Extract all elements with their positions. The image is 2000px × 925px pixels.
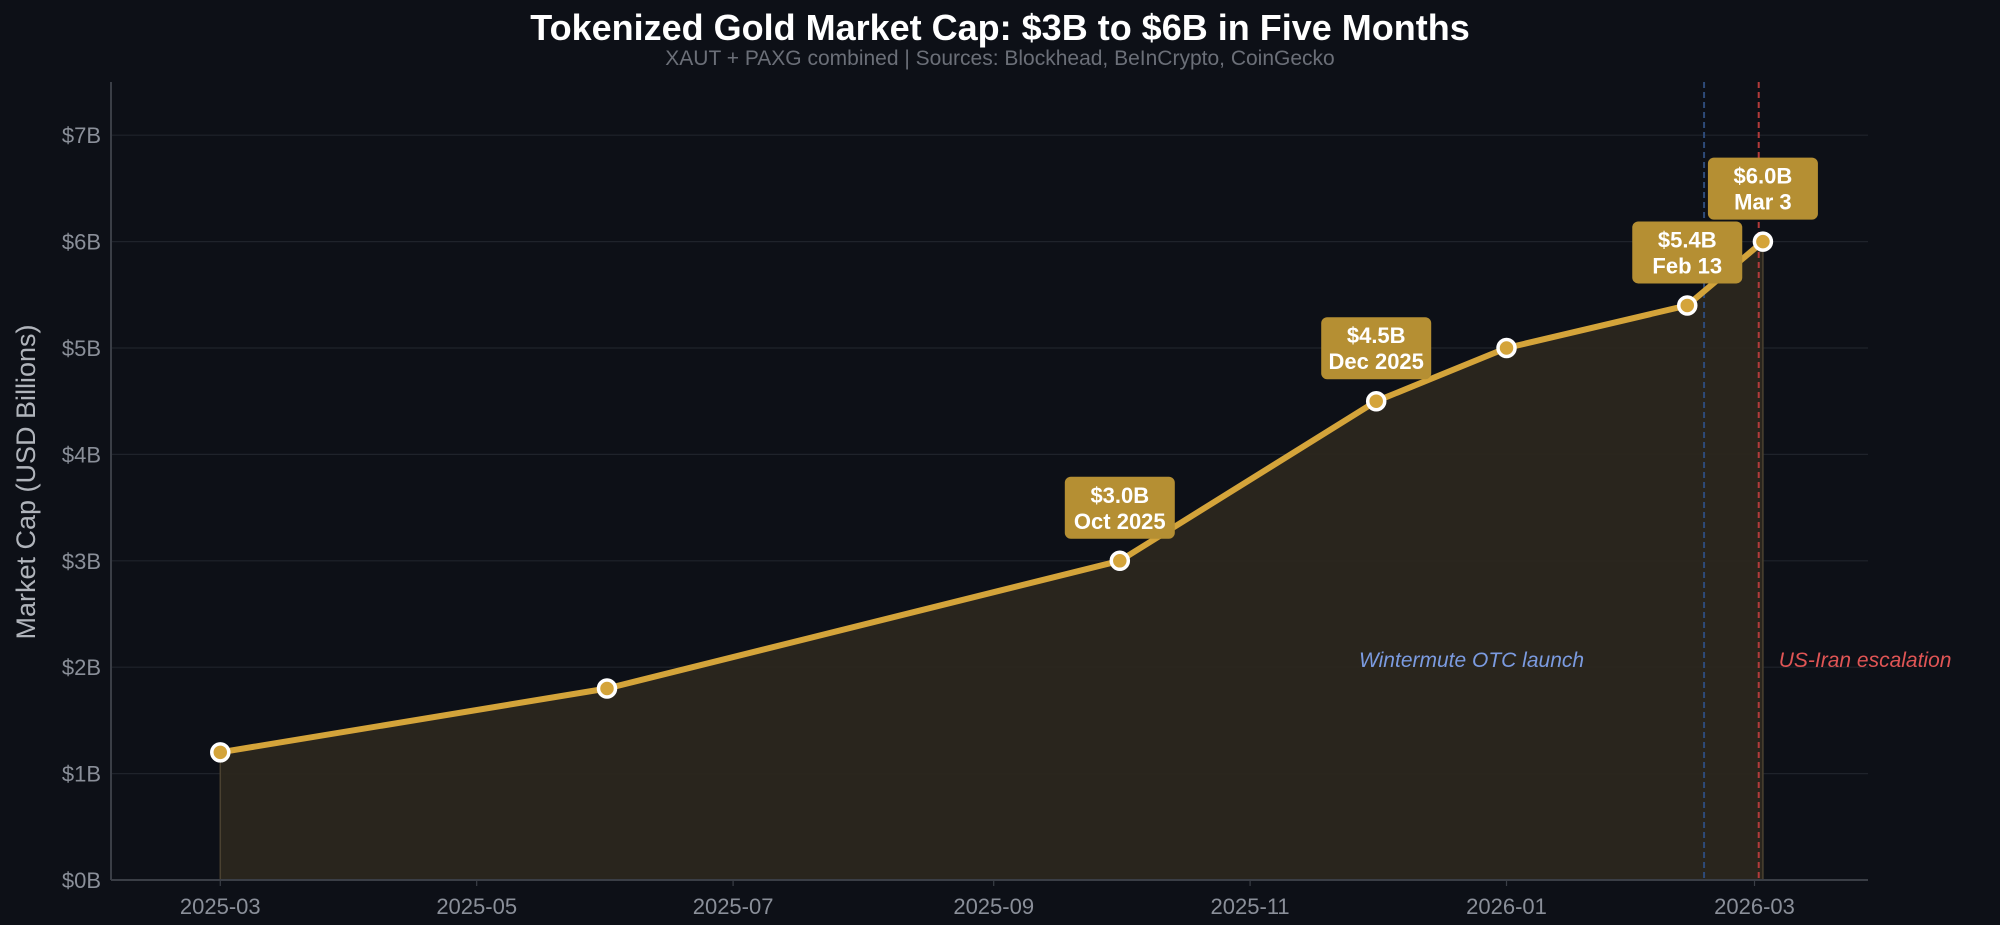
y-tick-label: $7B bbox=[62, 123, 101, 148]
callout-background bbox=[1321, 317, 1432, 380]
x-tick-label: 2025-03 bbox=[180, 894, 261, 919]
y-axis-label: Market Cap (USD Billions) bbox=[11, 324, 41, 639]
callout-date: Feb 13 bbox=[1652, 253, 1722, 278]
x-tick-label: 2025-11 bbox=[1211, 894, 1290, 919]
callout-date: Oct 2025 bbox=[1074, 509, 1166, 534]
callout-value: $5.4B bbox=[1658, 227, 1717, 252]
plot-area: $0B $1B $2B $3B $4B $5B $6B $7B 2025-03 2025-05 20… bbox=[62, 82, 1952, 919]
y-tick-label: $0B bbox=[62, 868, 101, 893]
data-point bbox=[1752, 231, 1774, 252]
callout-value: $6.0B bbox=[1734, 164, 1793, 189]
y-tick-label: $3B bbox=[62, 549, 101, 574]
data-point bbox=[210, 742, 231, 763]
chart-subtitle: XAUT + PAXG combined | Sources: Blockhea… bbox=[665, 47, 1334, 70]
callout-value: $4.5B bbox=[1347, 323, 1406, 348]
callout-date: Dec 2025 bbox=[1328, 349, 1423, 374]
callout-background bbox=[1632, 221, 1743, 284]
data-point bbox=[1496, 337, 1517, 359]
y-tick-label: $1B bbox=[62, 762, 101, 787]
data-point bbox=[1109, 550, 1131, 572]
y-tick-label: $5B bbox=[62, 336, 101, 361]
x-tick-label: 2026-01 bbox=[1466, 894, 1547, 919]
data-point bbox=[596, 678, 618, 699]
y-tick-label: $6B bbox=[62, 230, 101, 255]
callout-background bbox=[1064, 476, 1175, 539]
x-tick-label: 2026-03 bbox=[1714, 894, 1795, 919]
x-tick-label: 2025-07 bbox=[693, 894, 774, 919]
callout-background bbox=[1707, 157, 1818, 220]
callout-date: Mar 3 bbox=[1734, 190, 1791, 215]
event-label: Wintermute OTC launch bbox=[1359, 649, 1584, 672]
event-label: US-Iran escalation bbox=[1779, 649, 1952, 672]
data-point bbox=[1365, 390, 1387, 412]
x-tick-label: 2025-05 bbox=[436, 894, 517, 919]
y-tick-label: $2B bbox=[62, 655, 101, 680]
data-point bbox=[1677, 295, 1698, 316]
chart-title: Tokenized Gold Market Cap: $3B to $6B in… bbox=[530, 7, 1469, 48]
x-tick-label: 2025-09 bbox=[953, 894, 1034, 919]
callout-value: $3.0B bbox=[1090, 483, 1149, 508]
y-tick-label: $4B bbox=[62, 442, 101, 467]
